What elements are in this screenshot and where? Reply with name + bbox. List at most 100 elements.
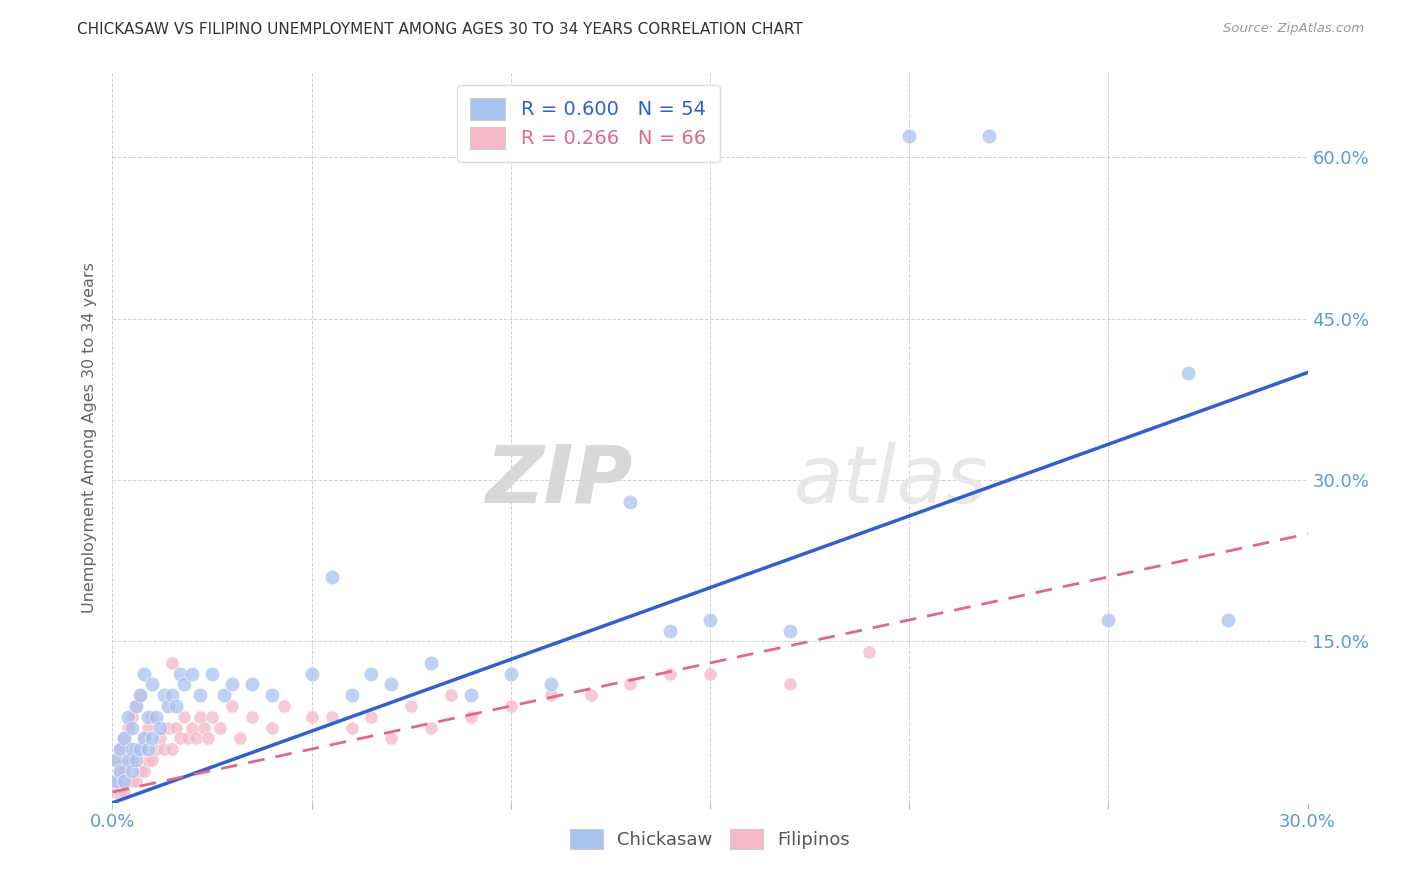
Point: [212, 688, 235, 702]
Point: [134, 666, 156, 681]
Point: [169, 666, 191, 681]
Point: [125, 698, 148, 713]
Point: [619, 494, 641, 508]
Point: [134, 731, 156, 746]
Point: [114, 785, 135, 799]
Point: [221, 677, 243, 691]
Point: [125, 698, 148, 713]
Point: [659, 666, 682, 681]
Point: [162, 656, 183, 670]
Point: [420, 721, 443, 735]
Point: [858, 645, 880, 659]
Point: [117, 774, 139, 789]
Point: [177, 731, 200, 746]
Point: [209, 721, 232, 735]
Point: [273, 698, 295, 713]
Point: [260, 688, 283, 702]
Point: [121, 764, 143, 778]
Point: [181, 721, 204, 735]
Point: [114, 764, 135, 778]
Point: [114, 774, 135, 789]
Point: [125, 742, 148, 756]
Point: [110, 785, 132, 799]
Y-axis label: Unemployment Among Ages 30 to 34 years: Unemployment Among Ages 30 to 34 years: [82, 261, 97, 613]
Point: [1097, 613, 1119, 627]
Point: [162, 688, 183, 702]
Point: [173, 710, 195, 724]
Point: [141, 677, 163, 691]
Point: [134, 764, 156, 778]
Point: [110, 742, 132, 756]
Point: [141, 710, 163, 724]
Point: [105, 774, 128, 789]
Point: [173, 677, 195, 691]
Point: [129, 688, 152, 702]
Point: [188, 710, 211, 724]
Point: [181, 666, 204, 681]
Point: [129, 742, 152, 756]
Point: [162, 742, 183, 756]
Point: [138, 742, 160, 756]
Point: [110, 742, 132, 756]
Point: [153, 688, 176, 702]
Point: [129, 742, 152, 756]
Point: [401, 698, 423, 713]
Point: [188, 688, 211, 702]
Text: ZIP: ZIP: [485, 442, 633, 520]
Point: [301, 710, 323, 724]
Point: [977, 128, 1000, 143]
Point: [149, 721, 172, 735]
Point: [699, 613, 721, 627]
Point: [260, 721, 283, 735]
Point: [699, 666, 721, 681]
Point: [105, 785, 128, 799]
Point: [114, 731, 135, 746]
Point: [898, 128, 921, 143]
Point: [240, 677, 263, 691]
Point: [169, 731, 191, 746]
Point: [105, 753, 128, 767]
Legend: Chickasaw, Filipinos: Chickasaw, Filipinos: [562, 822, 858, 856]
Point: [321, 710, 343, 724]
Point: [619, 677, 641, 691]
Point: [340, 721, 363, 735]
Point: [157, 721, 180, 735]
Point: [221, 698, 243, 713]
Point: [440, 688, 463, 702]
Point: [138, 721, 160, 735]
Point: [229, 731, 252, 746]
Point: [460, 688, 482, 702]
Point: [193, 721, 215, 735]
Point: [240, 710, 263, 724]
Point: [153, 742, 176, 756]
Point: [659, 624, 682, 638]
Point: [117, 721, 139, 735]
Point: [141, 731, 163, 746]
Point: [121, 742, 143, 756]
Point: [129, 764, 152, 778]
Point: [121, 774, 143, 789]
Point: [110, 764, 132, 778]
Point: [201, 666, 224, 681]
Point: [165, 698, 187, 713]
Point: [141, 753, 163, 767]
Point: [186, 731, 208, 746]
Point: [134, 731, 156, 746]
Point: [110, 764, 132, 778]
Text: Source: ZipAtlas.com: Source: ZipAtlas.com: [1223, 22, 1364, 36]
Point: [125, 774, 148, 789]
Point: [121, 710, 143, 724]
Point: [499, 698, 522, 713]
Point: [129, 688, 152, 702]
Point: [321, 570, 343, 584]
Point: [201, 710, 224, 724]
Point: [1216, 613, 1239, 627]
Point: [149, 731, 172, 746]
Point: [165, 721, 187, 735]
Point: [779, 677, 801, 691]
Point: [117, 710, 139, 724]
Point: [360, 710, 382, 724]
Point: [420, 656, 443, 670]
Point: [380, 731, 402, 746]
Point: [121, 753, 143, 767]
